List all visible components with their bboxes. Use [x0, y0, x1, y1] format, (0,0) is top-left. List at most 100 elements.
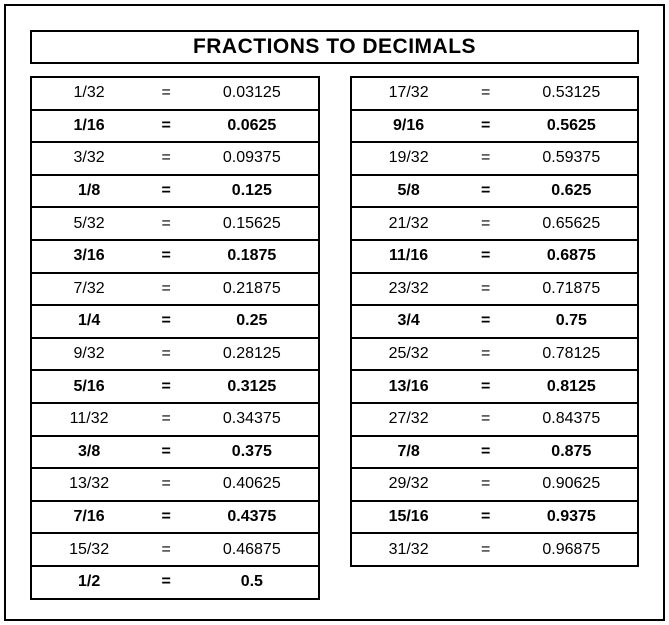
equals-sign: = — [481, 247, 491, 265]
fraction-cell: 5/32 — [73, 214, 105, 232]
table-row: 5/16 = 0.3125 — [32, 371, 318, 404]
decimal-cell: 0.59375 — [542, 149, 601, 167]
equals-sign: = — [481, 214, 491, 232]
table-row: 1/8 = 0.125 — [32, 176, 318, 209]
table-row: 27/32 = 0.84375 — [351, 404, 637, 437]
fraction-cell: 1/32 — [73, 84, 105, 102]
equals-sign: = — [161, 182, 171, 200]
decimal-cell: 0.6875 — [546, 247, 596, 265]
equals-sign: = — [481, 508, 491, 526]
decimal-cell: 0.625 — [551, 182, 592, 200]
decimal-cell: 0.9375 — [546, 508, 596, 526]
equals-sign: = — [481, 377, 491, 395]
decimal-cell: 0.375 — [231, 442, 272, 460]
decimal-cell: 0.46875 — [222, 540, 281, 558]
table-row: 9/32 = 0.28125 — [32, 339, 318, 372]
decimal-cell: 0.1875 — [227, 247, 277, 265]
fraction-cell: 3/4 — [397, 312, 420, 330]
fraction-cell: 3/8 — [77, 442, 101, 460]
fraction-cell: 11/32 — [69, 410, 109, 428]
equals-sign: = — [481, 410, 491, 428]
equals-sign: = — [161, 573, 171, 591]
fraction-cell: 5/16 — [73, 377, 105, 395]
decimal-cell: 0.03125 — [222, 84, 281, 102]
fraction-cell: 7/8 — [397, 442, 420, 460]
decimal-cell: 0.84375 — [542, 410, 601, 428]
equals-sign: = — [161, 312, 171, 330]
table-row: 15/16 = 0.9375 — [351, 502, 637, 535]
chart-frame: FRACTIONS TO DECIMALS 1/32 = 0.03125 1/1… — [4, 4, 665, 621]
table-row: 1/16 = 0.0625 — [32, 111, 318, 144]
equals-sign: = — [161, 442, 171, 460]
fraction-cell: 19/32 — [388, 149, 429, 167]
equals-sign: = — [161, 377, 171, 395]
equals-sign: = — [481, 182, 491, 200]
fraction-cell: 1/4 — [77, 312, 101, 330]
table-row: 7/16 = 0.4375 — [32, 502, 318, 535]
decimal-cell: 0.3125 — [227, 377, 277, 395]
table-row: 11/32 = 0.34375 — [32, 404, 318, 437]
equals-sign: = — [161, 508, 171, 526]
decimal-cell: 0.78125 — [542, 345, 601, 363]
fraction-cell: 1/16 — [73, 116, 105, 134]
decimal-cell: 0.25 — [236, 312, 268, 330]
decimal-cell: 0.8125 — [546, 377, 596, 395]
table-row: 25/32 = 0.78125 — [351, 339, 637, 372]
equals-sign: = — [481, 116, 491, 134]
equals-sign: = — [481, 149, 491, 167]
table-row: 1/4 = 0.25 — [32, 306, 318, 339]
decimal-cell: 0.28125 — [222, 345, 281, 363]
fraction-cell: 11/16 — [389, 247, 429, 265]
decimal-cell: 0.875 — [551, 442, 592, 460]
equals-sign: = — [161, 410, 171, 428]
decimal-cell: 0.65625 — [542, 214, 601, 232]
table-row: 13/32 = 0.40625 — [32, 469, 318, 502]
fraction-cell: 3/16 — [73, 247, 105, 265]
decimal-cell: 0.71875 — [542, 279, 601, 297]
table-row: 3/16 = 0.1875 — [32, 241, 318, 274]
table-row: 1/2 = 0.5 — [32, 567, 318, 598]
table-row: 5/8 = 0.625 — [351, 176, 637, 209]
title-box: FRACTIONS TO DECIMALS — [30, 30, 639, 64]
fraction-cell: 5/8 — [397, 182, 420, 200]
table-row: 1/32 = 0.03125 — [32, 78, 318, 111]
table-row: 19/32 = 0.59375 — [351, 143, 637, 176]
decimal-cell: 0.75 — [555, 312, 587, 330]
equals-sign: = — [161, 345, 171, 363]
equals-sign: = — [481, 279, 491, 297]
fraction-cell: 15/16 — [388, 508, 429, 526]
fraction-cell: 13/32 — [69, 475, 110, 493]
right-table: 17/32 = 0.53125 9/16 = 0.5625 19/32 = 0.… — [349, 76, 639, 567]
fraction-cell: 27/32 — [388, 410, 429, 428]
decimal-cell: 0.34375 — [222, 410, 281, 428]
decimal-cell: 0.15625 — [222, 214, 281, 232]
fraction-cell: 15/32 — [69, 540, 110, 558]
equals-sign: = — [161, 279, 171, 297]
fraction-cell: 9/16 — [393, 116, 425, 134]
decimal-cell: 0.21875 — [222, 279, 281, 297]
table-row: 3/8 = 0.375 — [32, 437, 318, 470]
equals-sign: = — [481, 345, 491, 363]
table-row: 11/16 = 0.6875 — [351, 241, 637, 274]
table-row: 17/32 = 0.53125 — [351, 78, 637, 111]
decimal-cell: 0.53125 — [542, 84, 601, 102]
table-row: 7/32 = 0.21875 — [32, 274, 318, 307]
fraction-cell: 3/32 — [73, 149, 105, 167]
table-row: 13/16 = 0.8125 — [351, 371, 637, 404]
equals-sign: = — [481, 442, 491, 460]
fraction-cell: 21/32 — [388, 214, 429, 232]
table-row: 3/4 = 0.75 — [351, 306, 637, 339]
fraction-cell: 1/8 — [77, 182, 101, 200]
equals-sign: = — [161, 540, 171, 558]
table-row: 3/32 = 0.09375 — [32, 143, 318, 176]
equals-sign: = — [161, 214, 171, 232]
table-row: 7/8 = 0.875 — [351, 437, 637, 470]
left-table: 1/32 = 0.03125 1/16 = 0.0625 3/32 = 0.09… — [30, 76, 320, 600]
table-row: 5/32 = 0.15625 — [32, 208, 318, 241]
table-row: 21/32 = 0.65625 — [351, 208, 637, 241]
equals-sign: = — [161, 84, 171, 102]
table-row: 9/16 = 0.5625 — [351, 111, 637, 144]
decimal-cell: 0.0625 — [227, 116, 277, 134]
decimal-cell: 0.4375 — [227, 508, 277, 526]
fraction-cell: 31/32 — [388, 540, 429, 558]
